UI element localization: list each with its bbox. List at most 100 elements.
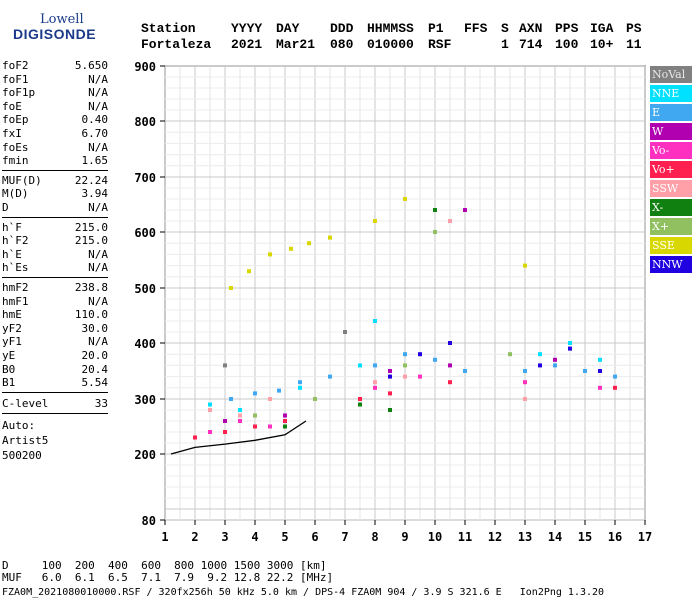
param-row: foEp 0.40 <box>2 113 108 126</box>
logo-digisonde: DIGISONDE <box>13 26 97 42</box>
clevel-key: C-level <box>2 396 49 410</box>
param-separator <box>2 412 108 414</box>
header-label-ffs: FFS <box>464 21 488 36</box>
data-point-x <box>358 402 362 407</box>
data-point-vo <box>418 374 422 379</box>
chart-ticks: 1 2 3 4 5 6 7 8 9 10 11 12 13 14 15 16 17802003004005006… <box>134 60 652 544</box>
auto-scaling-line: Artist5 <box>2 433 49 447</box>
x-tick-label: 5 <box>281 530 288 544</box>
param-value: 20.0 <box>81 349 109 362</box>
auto-scaling-line: Auto: <box>2 418 36 432</box>
data-point-vo <box>283 419 287 423</box>
data-point-nnw <box>538 363 542 368</box>
data-point-nne <box>238 408 242 412</box>
data-point-nnw <box>568 346 572 351</box>
data-point-ssw <box>268 397 272 401</box>
data-point-e <box>553 363 557 368</box>
data-point-w <box>388 369 392 373</box>
y-tick-label: 700 <box>134 171 156 185</box>
param-value: 215.0 <box>74 220 108 234</box>
param-row: h`Es N/A <box>2 261 108 274</box>
x-tick-label: 13 <box>518 530 532 544</box>
x-tick-label: 11 <box>458 530 472 544</box>
data-point-e <box>433 357 437 362</box>
data-point-nne <box>373 319 377 323</box>
data-point-ssw <box>238 413 242 418</box>
data-point-e <box>523 369 527 373</box>
param-row: M(D) 3.94 <box>2 187 108 200</box>
param-row: foF2 5.650 <box>2 59 108 72</box>
legend-item-vo: Vo+ <box>650 161 692 178</box>
y-tick-label: 900 <box>134 60 156 74</box>
data-point-w <box>553 357 557 362</box>
param-value: 22.24 <box>74 173 108 187</box>
data-point-e <box>583 369 587 373</box>
param-key: hmF2 <box>2 281 29 294</box>
header-label-axn: AXN <box>519 21 543 36</box>
data-point-ssw <box>523 397 527 401</box>
data-point-vo <box>358 397 362 401</box>
data-point-vo <box>208 430 212 434</box>
param-row: hmF2 238.8 <box>2 281 108 294</box>
header-value-axn: 714 <box>519 37 543 52</box>
param-key: yE <box>2 349 16 362</box>
data-point-vo <box>268 424 272 429</box>
param-value: 3.94 <box>81 187 109 201</box>
x-tick-label: 1 <box>161 530 168 544</box>
param-key: foE <box>2 99 22 113</box>
data-point-nne <box>208 402 212 407</box>
header-value-pps: 100 <box>555 37 579 52</box>
param-key: yF1 <box>2 335 22 349</box>
param-value: 5.650 <box>74 59 108 72</box>
header-label-s: S <box>501 21 509 36</box>
header-label-hhmmss: HHMMSS <box>367 21 414 36</box>
param-row: foF1 N/A <box>2 73 108 86</box>
data-point-e <box>253 391 257 396</box>
legend-item-ssw: SSW <box>650 180 692 197</box>
header-value-ddd: 080 <box>330 37 354 52</box>
header-value-day: Mar21 <box>276 37 316 52</box>
data-point-x <box>433 208 437 212</box>
param-value: N/A <box>88 261 108 275</box>
file-info: FZA0M_2021080010000.RSF / 320fx256h 50 k… <box>2 587 605 598</box>
param-row: foE N/A <box>2 100 108 113</box>
header-value-iga: 10+ <box>590 37 614 52</box>
x-tick-label: 17 <box>638 530 652 544</box>
param-separator <box>2 169 108 171</box>
param-key: M(D) <box>2 187 29 201</box>
param-value: N/A <box>88 86 108 100</box>
x-tick-label: 12 <box>488 530 502 544</box>
param-row: h`E N/A <box>2 248 108 261</box>
header-label-ps: PS <box>626 21 642 36</box>
param-row: yE 20.0 <box>2 349 108 362</box>
param-key: B0 <box>2 362 16 376</box>
param-value: N/A <box>88 201 108 214</box>
param-key: h`F2 <box>2 234 29 248</box>
y-tick-label: 200 <box>134 448 156 462</box>
data-point-w <box>463 208 467 212</box>
param-key: MUF(D) <box>2 173 42 187</box>
param-value: N/A <box>88 99 108 113</box>
param-value: 110.0 <box>74 308 108 322</box>
data-point-e <box>403 352 407 357</box>
param-row: h`F 215.0 <box>2 221 108 234</box>
header-value-ps: 11 <box>626 37 642 52</box>
param-key: fxI <box>2 127 22 140</box>
data-point-vo <box>193 435 197 440</box>
header-value-yyyy: 2021 <box>231 37 263 52</box>
data-point-noval <box>343 330 347 334</box>
param-key: h`F <box>2 220 22 234</box>
header-label-ddd: DDD <box>330 21 354 36</box>
param-separator <box>2 216 108 218</box>
chart-dots <box>193 197 617 440</box>
x-tick-label: 3 <box>221 530 228 544</box>
param-key: foF1 <box>2 72 29 86</box>
legend-item-noval: NoVal <box>650 66 692 83</box>
data-point-x <box>433 230 437 234</box>
data-point-vo <box>223 430 227 434</box>
legend-item-w: W <box>650 123 692 140</box>
data-point-nne <box>568 341 572 345</box>
param-row: hmE 110.0 <box>2 308 108 321</box>
header-label-p1: P1 <box>428 21 444 36</box>
